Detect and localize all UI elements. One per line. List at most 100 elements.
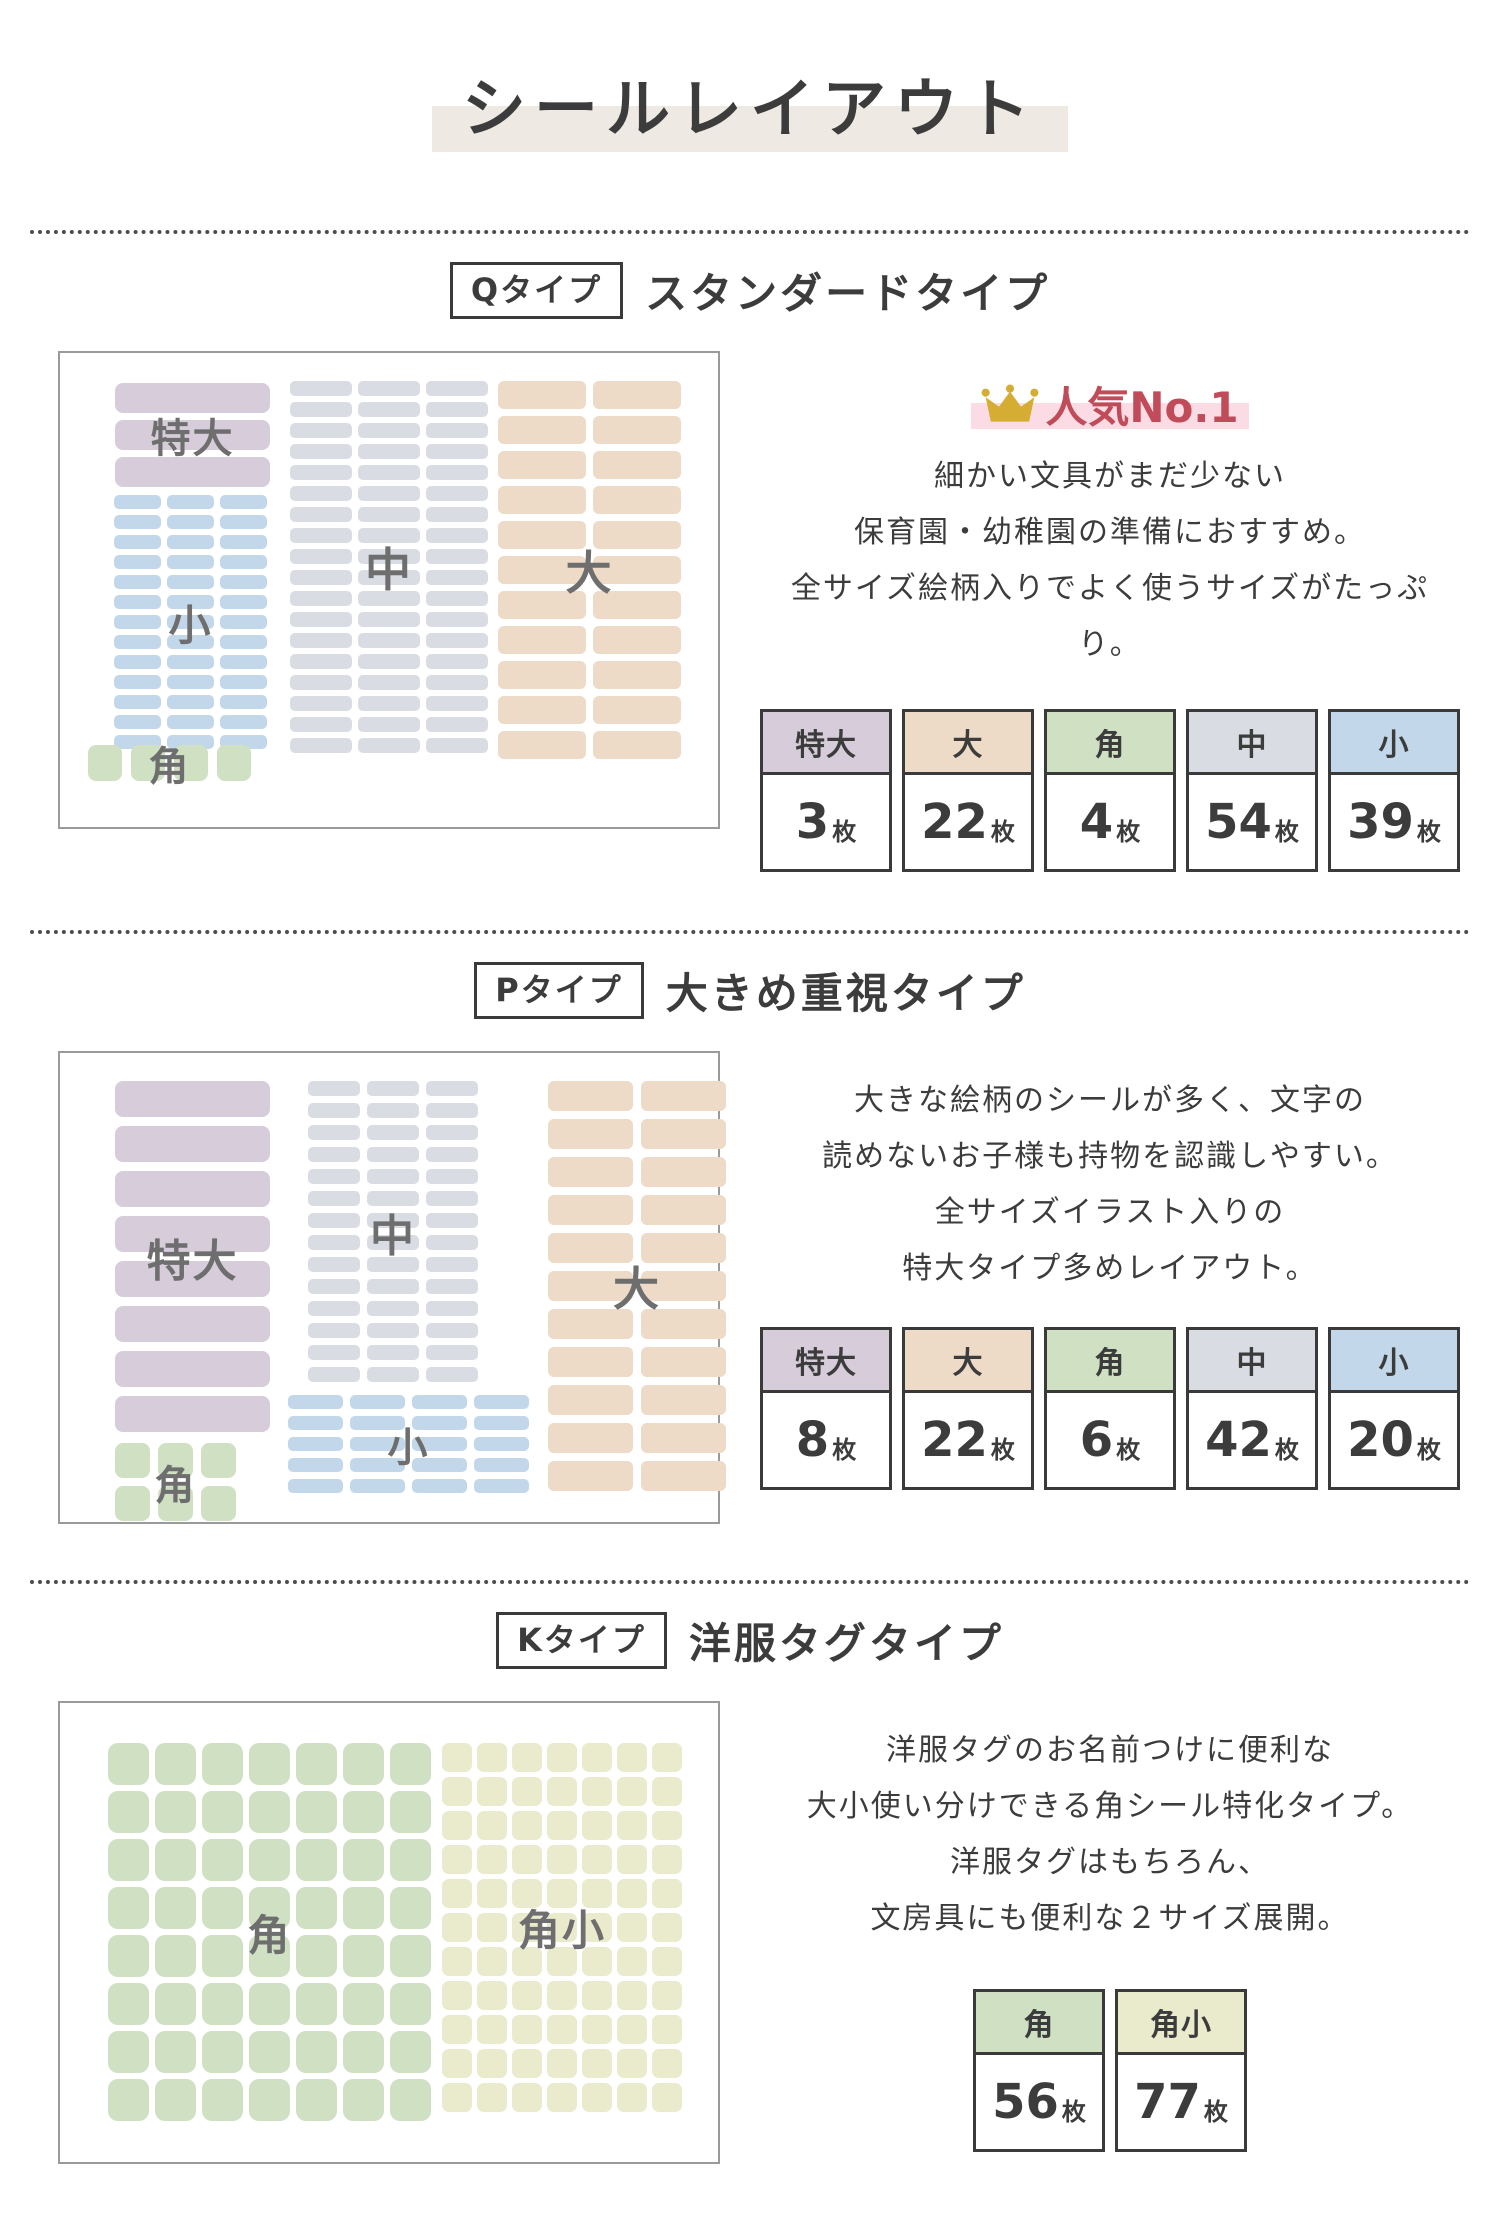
section-k-header: Kタイプ 洋服タグタイプ [0, 1610, 1500, 1671]
sheet-count: 6 [1079, 1412, 1114, 1468]
sticker-cell [547, 1947, 577, 1976]
sticker-cell [426, 570, 488, 585]
sticker-cell [442, 1811, 472, 1840]
sticker-cell [308, 1147, 360, 1162]
sticker-cell [641, 1309, 726, 1339]
sticker-cell [308, 1279, 360, 1294]
section-q-title: スタンダードタイプ [645, 269, 1051, 318]
count-cell: 角 56 枚 [973, 1989, 1105, 2152]
sticker-block-kaku: 角 [115, 1443, 236, 1521]
sticker-cell [350, 1395, 405, 1409]
sticker-cell [426, 654, 488, 669]
sticker-cell [547, 1913, 577, 1942]
sticker-cell [498, 521, 586, 549]
sticker-cell [115, 1216, 270, 1252]
sticker-cell [548, 1157, 633, 1187]
sticker-cell [158, 1443, 193, 1478]
sticker-cell [155, 1791, 196, 1833]
sticker-cell [290, 717, 352, 732]
badge-text: 人気No.1 [1045, 382, 1239, 432]
sticker-cell [296, 1839, 337, 1881]
count-cell: 小 39 枚 [1328, 709, 1460, 872]
sticker-block-dai: 大 [498, 381, 681, 759]
sticker-cell [548, 1195, 633, 1225]
sticker-cell [155, 1887, 196, 1929]
sticker-cell [290, 549, 352, 564]
sticker-cell [426, 1301, 478, 1316]
sticker-cell [442, 2015, 472, 2044]
section-p-info: 大きな絵柄のシールが多く、文字の 読めないお子様も持物を認識しやすい。 全サイズイラ… [760, 1051, 1460, 1490]
sticker-cell [582, 2015, 612, 2044]
sticker-cell [582, 2049, 612, 2078]
sticker-cell [512, 1743, 542, 1772]
sticker-cell [367, 1103, 419, 1118]
count-cell-value: 20 枚 [1331, 1393, 1457, 1487]
description-line: 全サイズイラスト入りの [934, 1195, 1286, 1230]
sticker-cell [512, 1777, 542, 1806]
sticker-cell [442, 1743, 472, 1772]
sticker-cell [290, 633, 352, 648]
sticker-cell [167, 615, 214, 629]
sticker-cell [114, 655, 161, 669]
sticker-cell [498, 416, 586, 444]
count-cell: 大 22 枚 [902, 709, 1034, 872]
sheet-count: 39 [1347, 794, 1414, 850]
sheet-count-unit: 枚 [1116, 1435, 1141, 1464]
sheet-count-unit: 枚 [1274, 1435, 1299, 1464]
sticker-cell [547, 1879, 577, 1908]
sticker-cell [358, 486, 420, 501]
page-title: シールレイアウト [432, 52, 1068, 152]
sticker-cell [474, 1416, 529, 1430]
sticker-cell [202, 2079, 243, 2121]
sticker-cell [367, 1323, 419, 1338]
sticker-cell [249, 2031, 290, 2073]
sticker-cell [249, 1743, 290, 1785]
description-line: 大小使い分けできる角シール特化タイプ。 [806, 1789, 1414, 1824]
sticker-cell [155, 2079, 196, 2121]
section-p-description: 大きな絵柄のシールが多く、文字の 読めないお子様も持物を認識しやすい。 全サイズイラ… [822, 1073, 1398, 1297]
sticker-cell [477, 2083, 507, 2112]
sticker-cell [652, 1743, 682, 1772]
count-cell-size-label: 特大 [763, 1330, 889, 1393]
description-line: 洋服タグはもちろん、 [950, 1845, 1270, 1880]
description-line: 細かい文具がまだ少ない [934, 459, 1286, 494]
section-k-title: 洋服タグタイプ [688, 1619, 1004, 1668]
sticker-cell [617, 1947, 647, 1976]
sticker-cell [115, 1306, 270, 1342]
section-q-type: Qタイプ スタンダードタイプ 特大小角中大 人気No.1 細かい文具がまだ少ない… [0, 260, 1500, 872]
sticker-cell [367, 1191, 419, 1206]
crown-icon [981, 384, 1039, 422]
sticker-cell [477, 2015, 507, 2044]
sticker-cell [308, 1191, 360, 1206]
count-cell-value: 22 枚 [905, 775, 1031, 869]
sticker-cell [249, 1791, 290, 1833]
sticker-cell [547, 2049, 577, 2078]
sticker-cell [358, 696, 420, 711]
sticker-cell [442, 2049, 472, 2078]
count-cell-size-label: 小 [1331, 712, 1457, 775]
sticker-cell [547, 1777, 577, 1806]
sticker-cell [174, 745, 208, 781]
sticker-cell [367, 1169, 419, 1184]
sticker-cell [358, 423, 420, 438]
sticker-sheet-diagram-q: 特大小角中大 [58, 351, 720, 829]
sticker-cell [652, 1777, 682, 1806]
sticker-cell [442, 1947, 472, 1976]
sticker-cell [350, 1437, 405, 1451]
sticker-cell [290, 381, 352, 396]
sheet-count: 77 [1134, 2074, 1201, 2130]
sticker-cell [367, 1081, 419, 1096]
sheet-count: 22 [921, 794, 988, 850]
sticker-cell [548, 1423, 633, 1453]
sticker-cell [288, 1395, 343, 1409]
sticker-cell [114, 595, 161, 609]
sheet-count-unit: 枚 [1416, 817, 1441, 846]
type-badge-k: Kタイプ [496, 1612, 667, 1669]
sticker-cell [390, 2079, 431, 2121]
sticker-cell [114, 675, 161, 689]
sticker-cell [593, 556, 681, 584]
sticker-cell [426, 1323, 478, 1338]
sticker-sheet-diagram-p: 特大角中小大 [58, 1051, 726, 1524]
